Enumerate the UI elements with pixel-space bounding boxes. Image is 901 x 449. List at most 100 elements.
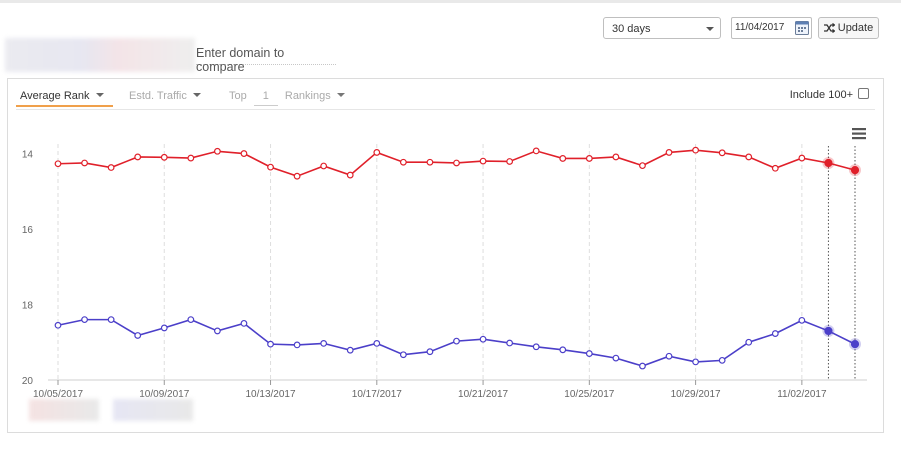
x-tick-label: 10/17/2017 <box>352 389 402 400</box>
data-point[interactable] <box>453 337 460 345</box>
data-point[interactable] <box>506 339 514 347</box>
data-point[interactable] <box>426 348 434 356</box>
hamburger-menu-icon[interactable] <box>852 128 866 140</box>
x-tick-label: 10/05/2017 <box>33 389 83 400</box>
data-point[interactable] <box>665 352 673 360</box>
data-point[interactable] <box>532 343 540 351</box>
data-point[interactable] <box>479 335 487 343</box>
x-tick-label: 10/25/2017 <box>564 389 614 400</box>
data-point[interactable] <box>612 354 620 362</box>
data-point[interactable] <box>771 164 779 172</box>
data-point[interactable] <box>824 326 833 336</box>
data-point[interactable] <box>798 154 806 162</box>
tab-average-rank[interactable]: Average Rank <box>16 87 113 107</box>
include-100-toggle[interactable]: Include 100+ <box>790 88 869 101</box>
data-point[interactable] <box>187 316 195 324</box>
data-point[interactable] <box>850 340 860 349</box>
y-tick-label: 20 <box>22 376 34 387</box>
data-point[interactable] <box>771 330 779 337</box>
data-point[interactable] <box>639 362 646 370</box>
legend-item-redacted <box>29 399 99 421</box>
x-tick-label: 10/13/2017 <box>246 389 296 400</box>
data-point[interactable] <box>81 316 88 324</box>
data-point[interactable] <box>585 155 593 162</box>
data-point[interactable] <box>240 319 248 327</box>
data-point[interactable] <box>453 159 460 167</box>
legend-item-redacted <box>113 399 193 421</box>
data-point[interactable] <box>373 149 381 156</box>
data-point[interactable] <box>824 158 833 168</box>
date-range-value: 30 days <box>612 23 651 35</box>
data-point[interactable] <box>107 164 115 171</box>
y-tick-label: 18 <box>22 301 34 312</box>
data-point[interactable] <box>160 153 168 161</box>
data-point[interactable] <box>293 341 301 349</box>
data-point[interactable] <box>718 149 726 157</box>
data-point[interactable] <box>585 350 593 357</box>
include-checkbox[interactable] <box>858 88 869 99</box>
data-point[interactable] <box>612 153 620 161</box>
top-number-input[interactable]: 1 <box>253 87 278 106</box>
data-point[interactable] <box>559 346 567 354</box>
data-point[interactable] <box>426 158 434 166</box>
data-point[interactable] <box>745 153 753 161</box>
data-point[interactable] <box>373 339 381 347</box>
update-button[interactable]: Update <box>818 17 879 39</box>
data-point[interactable] <box>240 150 248 157</box>
calendar-icon[interactable] <box>795 20 809 35</box>
tab-estd-traffic[interactable]: Estd. Traffic <box>129 87 201 107</box>
tab-divider <box>16 109 875 110</box>
data-point[interactable] <box>718 356 726 364</box>
x-tick-label: 10/09/2017 <box>139 389 189 400</box>
x-tick-label: 11/02/2017 <box>777 389 827 400</box>
data-point[interactable] <box>107 316 115 324</box>
include-label: Include 100+ <box>789 89 853 101</box>
data-point[interactable] <box>745 338 753 346</box>
data-point[interactable] <box>54 160 62 168</box>
data-point[interactable] <box>320 339 328 347</box>
data-point[interactable] <box>692 358 699 366</box>
data-point[interactable] <box>665 149 673 156</box>
data-point[interactable] <box>346 346 354 354</box>
tab-top-rankings[interactable]: Top 1 Rankings <box>229 87 345 107</box>
chevron-down-icon <box>336 93 345 97</box>
y-tick-label: 14 <box>22 150 34 161</box>
data-point[interactable] <box>54 321 62 329</box>
data-point[interactable] <box>267 163 274 171</box>
chevron-down-icon <box>95 93 104 97</box>
top-suffix: Rankings <box>284 90 331 102</box>
date-range-select[interactable]: 30 days <box>603 17 721 39</box>
date-input[interactable]: 11/04/2017 <box>731 17 812 39</box>
data-point[interactable] <box>320 162 328 170</box>
data-point[interactable] <box>293 172 301 180</box>
data-point[interactable] <box>134 153 142 161</box>
data-point[interactable] <box>559 155 567 162</box>
data-point[interactable] <box>81 159 88 167</box>
top-prefix: Top <box>229 90 247 102</box>
chevron-down-icon <box>192 93 201 97</box>
data-point[interactable] <box>399 351 407 359</box>
data-point[interactable] <box>692 146 699 154</box>
y-tick-label: 16 <box>22 225 34 236</box>
data-point[interactable] <box>479 157 487 165</box>
data-point[interactable] <box>134 332 142 339</box>
data-point[interactable] <box>532 147 540 155</box>
data-point[interactable] <box>160 324 168 332</box>
data-point[interactable] <box>850 166 860 175</box>
data-point[interactable] <box>346 171 354 179</box>
data-point[interactable] <box>267 340 274 348</box>
data-point[interactable] <box>187 154 195 162</box>
data-point[interactable] <box>213 327 221 335</box>
x-tick-label: 10/29/2017 <box>671 389 721 400</box>
data-point[interactable] <box>506 158 514 165</box>
current-domain-redacted <box>5 38 195 72</box>
tab-label: Average Rank <box>20 90 90 102</box>
data-point[interactable] <box>798 316 806 324</box>
chart-grid <box>57 144 856 380</box>
chart-panel: Average Rank Estd. Traffic Top 1 Ranking… <box>7 78 884 433</box>
data-point[interactable] <box>399 158 407 166</box>
update-label: Update <box>837 22 874 34</box>
compare-domain-input[interactable]: Enter domain to compare <box>196 46 336 74</box>
data-point[interactable] <box>639 162 646 170</box>
data-point[interactable] <box>213 147 221 155</box>
